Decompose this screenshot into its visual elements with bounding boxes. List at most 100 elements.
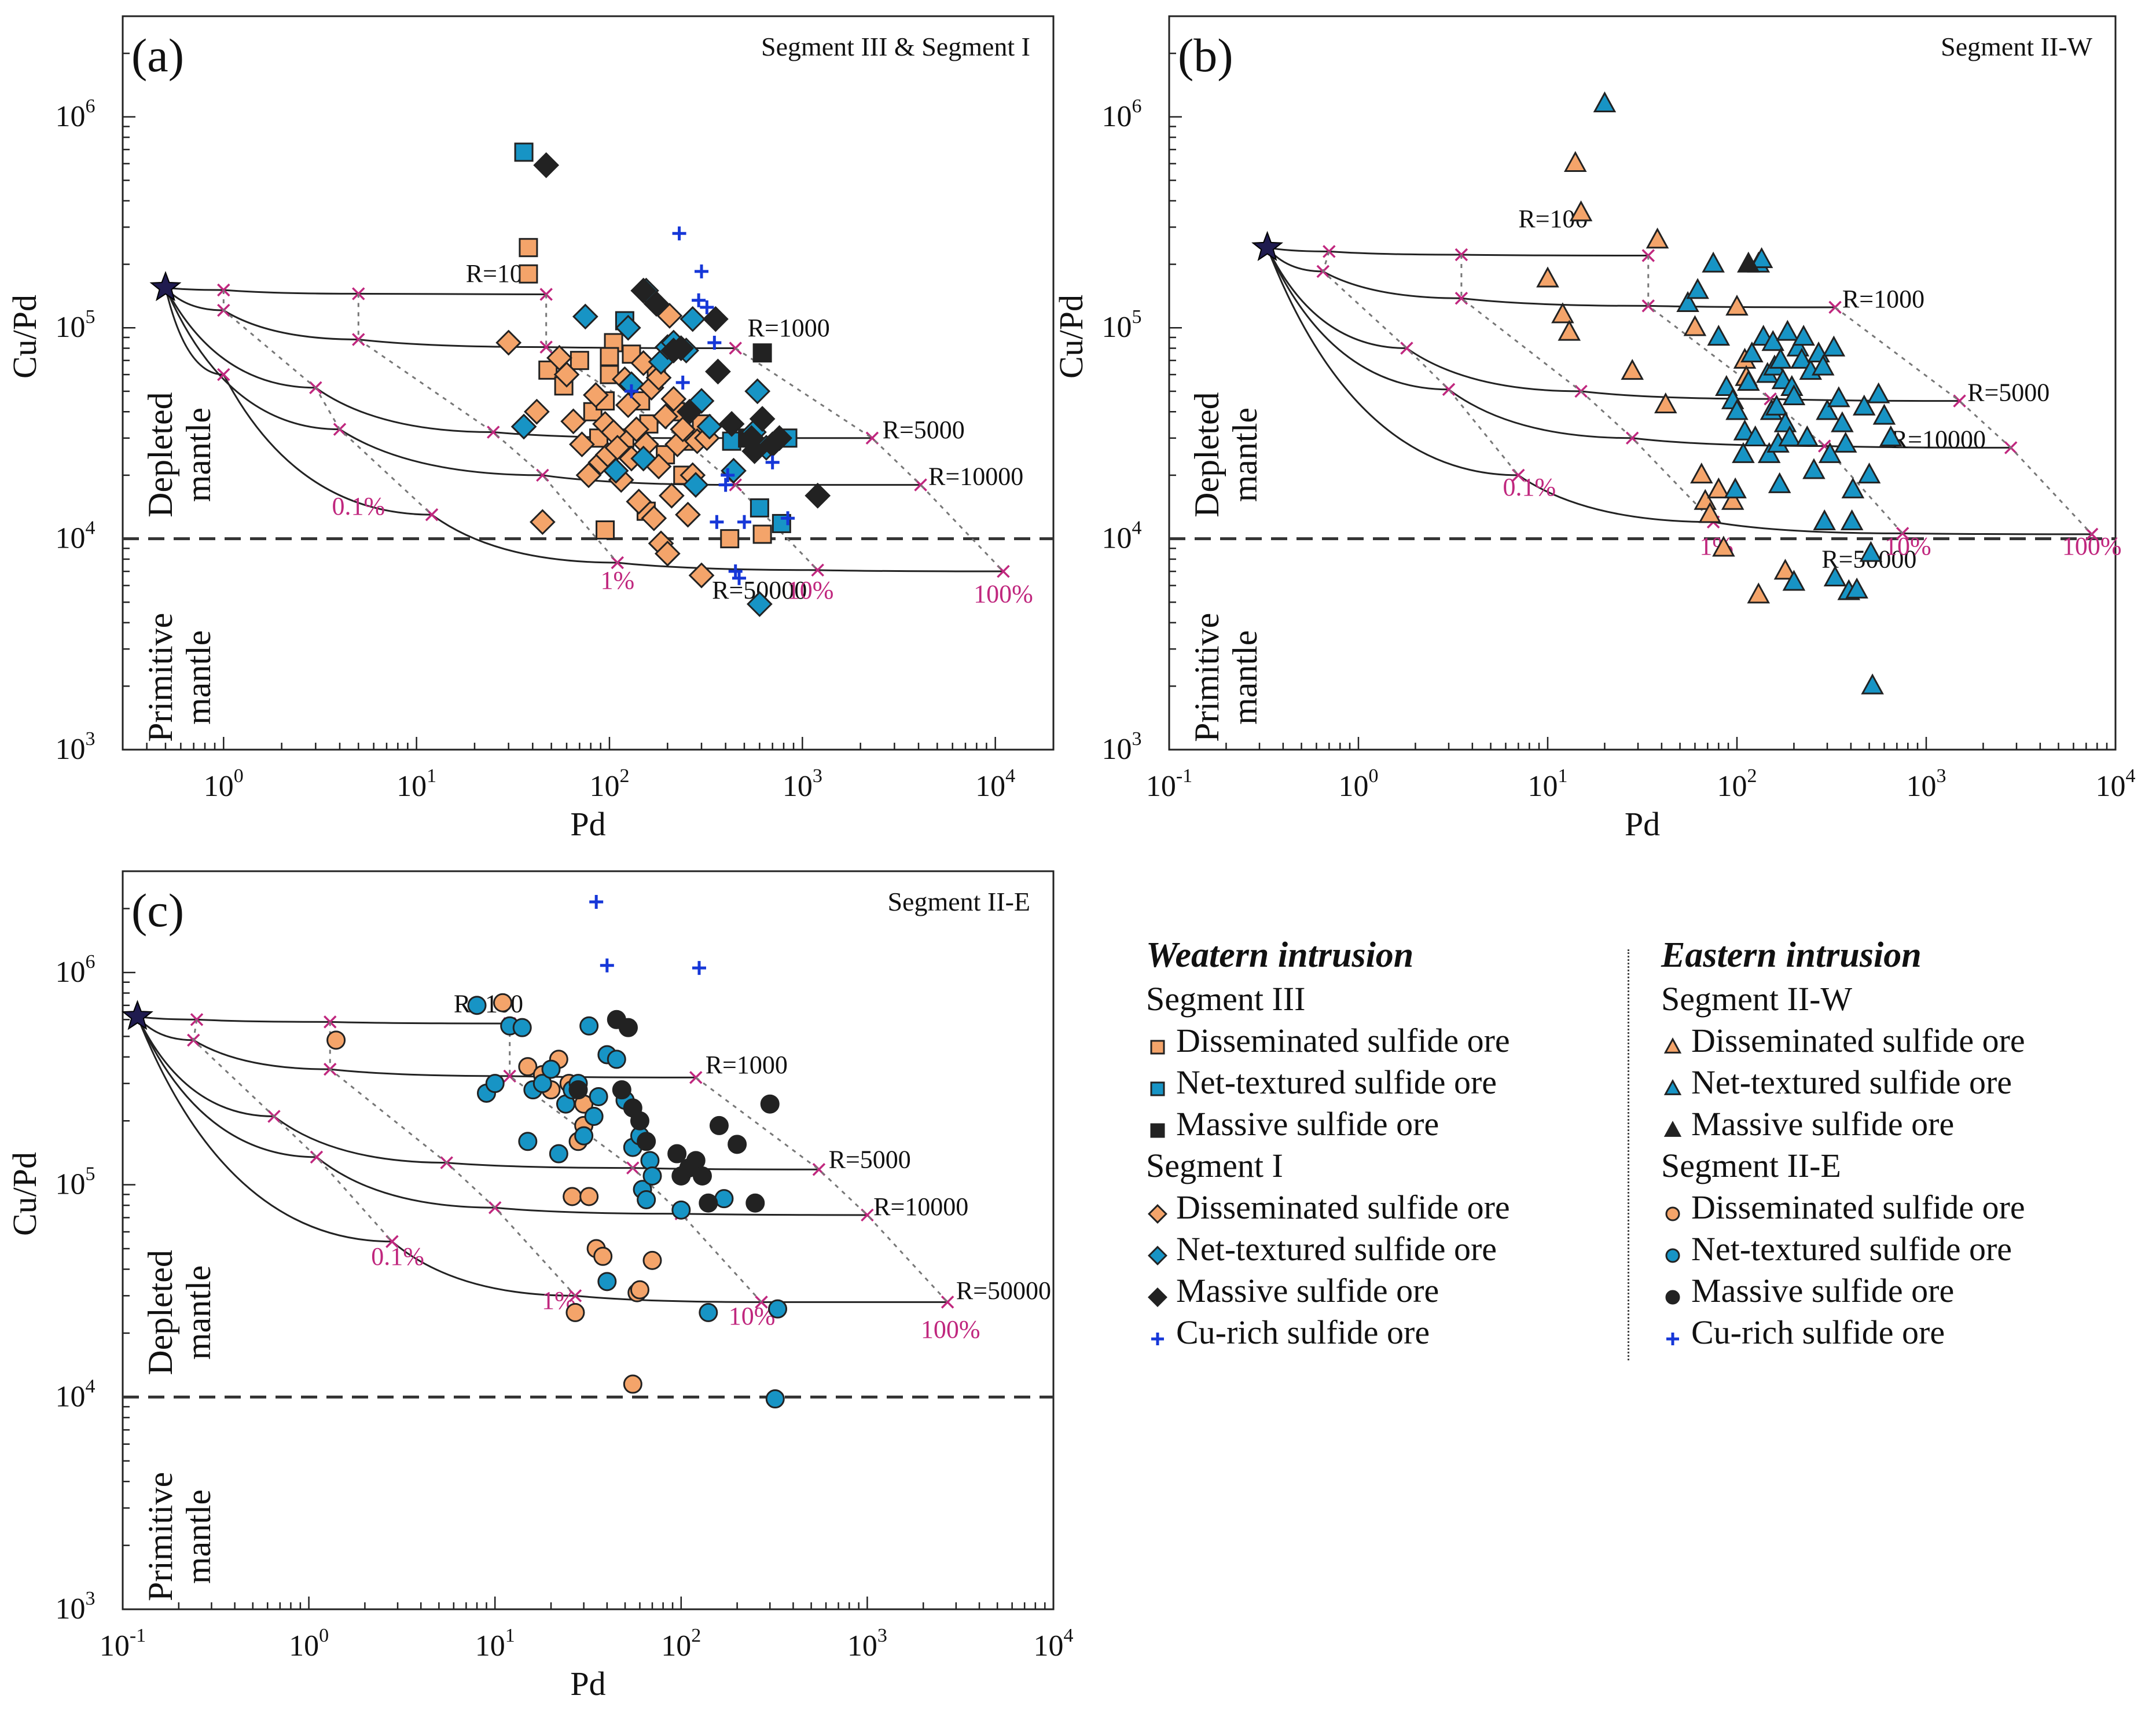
x-tick-label: 100 bbox=[289, 1625, 329, 1663]
data-point bbox=[640, 1151, 660, 1170]
data-point bbox=[569, 431, 595, 458]
data-point bbox=[1593, 91, 1617, 112]
plot-frame bbox=[1168, 15, 2117, 751]
data-point bbox=[752, 524, 772, 544]
model-point-cross bbox=[190, 1013, 204, 1026]
x-tick-label: 101 bbox=[475, 1625, 515, 1663]
primitive-mantle-star bbox=[1251, 230, 1284, 262]
data-point bbox=[642, 1166, 662, 1186]
series-segment-ii-e-massive bbox=[568, 1010, 780, 1213]
data-point bbox=[1725, 399, 1749, 420]
data-point bbox=[699, 1193, 718, 1213]
data-point bbox=[579, 1187, 599, 1206]
panel-a: 100 101 102 103 104 103 104 105 106 Pd Cu/Pd (a) Seg… bbox=[6, 15, 1055, 843]
triangle-orange-icon bbox=[1661, 1023, 1691, 1065]
data-point bbox=[560, 408, 586, 435]
data-point bbox=[518, 1057, 538, 1077]
data-point bbox=[667, 1144, 687, 1164]
fraction-isoline bbox=[1647, 255, 1904, 534]
data-point bbox=[553, 361, 580, 388]
data-point bbox=[618, 1018, 638, 1037]
data-point bbox=[760, 1094, 780, 1114]
x-tick-label: 10-1 bbox=[1146, 765, 1192, 803]
panel-title: Segment II-W bbox=[1941, 32, 2092, 61]
data-point bbox=[732, 571, 747, 585]
legend-eastern: Eastern intrusion Segment II-W Dissemina… bbox=[1661, 932, 2025, 1353]
legend: Weatern intrusion Segment III Disseminat… bbox=[1146, 932, 2153, 1372]
data-point bbox=[1757, 442, 1781, 463]
panel-title: Segment II-E bbox=[887, 887, 1030, 916]
legend-marker-shape bbox=[1150, 1040, 1165, 1055]
fraction-isoline bbox=[1322, 251, 1519, 476]
data-point bbox=[1732, 442, 1755, 463]
x-tick-label: 10-1 bbox=[100, 1625, 146, 1663]
x-axis-title: Pd bbox=[570, 805, 605, 843]
zone-label-depleted: Depleted mantle bbox=[141, 1250, 218, 1375]
zone-label-primitive: Primitive mantle bbox=[1188, 613, 1264, 742]
legend-marker-shape bbox=[1150, 1081, 1165, 1096]
data-point bbox=[744, 378, 771, 405]
model-curve-r-10000 bbox=[137, 1016, 868, 1216]
legend-divider bbox=[1628, 949, 1629, 1360]
data-point bbox=[643, 291, 670, 317]
data-point bbox=[1841, 477, 1865, 498]
fraction-isoline bbox=[509, 1023, 762, 1303]
data-point bbox=[700, 300, 714, 314]
data-point bbox=[1859, 541, 1883, 562]
series-segment-ii-w-disseminated bbox=[1536, 151, 1797, 604]
data-point bbox=[1737, 251, 1760, 273]
fraction-isoline bbox=[1834, 306, 2093, 535]
data-point bbox=[574, 1126, 594, 1146]
r-label: R=100 bbox=[454, 990, 523, 1018]
data-point bbox=[1690, 463, 1713, 484]
x-tick-label: 100 bbox=[1339, 765, 1379, 803]
r-label: R=5000 bbox=[1967, 379, 2050, 407]
data-point bbox=[1743, 425, 1767, 447]
data-point bbox=[752, 343, 772, 363]
data-point bbox=[1715, 375, 1738, 396]
data-point bbox=[579, 1016, 599, 1036]
zone-label-depleted-line1: Depleted bbox=[141, 1250, 179, 1375]
data-point bbox=[1773, 559, 1797, 580]
legend-item: Massive sulfide ore bbox=[1661, 1103, 2025, 1145]
data-point bbox=[575, 462, 602, 489]
data-point bbox=[1857, 463, 1881, 484]
model-point-cross bbox=[941, 1296, 954, 1309]
model-point-cross bbox=[352, 333, 365, 346]
y-axis-title: Cu/Pd bbox=[6, 1152, 43, 1236]
legend-marker bbox=[1665, 1206, 1680, 1221]
data-point bbox=[624, 384, 638, 398]
data-point bbox=[1813, 509, 1836, 531]
data-point bbox=[572, 303, 598, 330]
data-point bbox=[728, 1135, 747, 1154]
data-point bbox=[1834, 431, 1857, 453]
data-point bbox=[1737, 369, 1760, 391]
data-point bbox=[1816, 399, 1839, 420]
plot-frame bbox=[122, 870, 1055, 1610]
r-label: R=50000 bbox=[956, 1276, 1051, 1305]
data-point bbox=[524, 398, 550, 425]
data-point bbox=[1707, 325, 1731, 346]
percent-label: 100% bbox=[974, 579, 1033, 608]
y-tick-label: 106 bbox=[56, 951, 96, 989]
zone-label-primitive-line1: Primitive bbox=[1188, 613, 1226, 742]
data-point bbox=[642, 1250, 662, 1270]
data-point bbox=[781, 511, 795, 526]
diamond-black-icon bbox=[1146, 1274, 1176, 1315]
data-point bbox=[668, 335, 695, 361]
legend-marker bbox=[1665, 1290, 1680, 1305]
legend-eastern-title: Eastern intrusion bbox=[1661, 935, 1922, 975]
series-segment-ii-w-net-textured bbox=[1593, 91, 1902, 695]
fraction-isoline bbox=[222, 290, 433, 516]
legend-segment-iii: Segment III bbox=[1146, 980, 1306, 1018]
data-point bbox=[692, 293, 706, 307]
data-point bbox=[745, 1193, 765, 1213]
legend-item: Cu-rich sulfide ore bbox=[1146, 1312, 1510, 1353]
legend-marker bbox=[1663, 1079, 1682, 1096]
data-point bbox=[672, 226, 686, 241]
zone-label-depleted-line2: mantle bbox=[1226, 408, 1264, 502]
data-point bbox=[597, 1272, 617, 1291]
data-point bbox=[1827, 386, 1850, 408]
triangle-blue-icon bbox=[1661, 1065, 1691, 1107]
zone-label-primitive: Primitive mantle bbox=[141, 613, 218, 742]
